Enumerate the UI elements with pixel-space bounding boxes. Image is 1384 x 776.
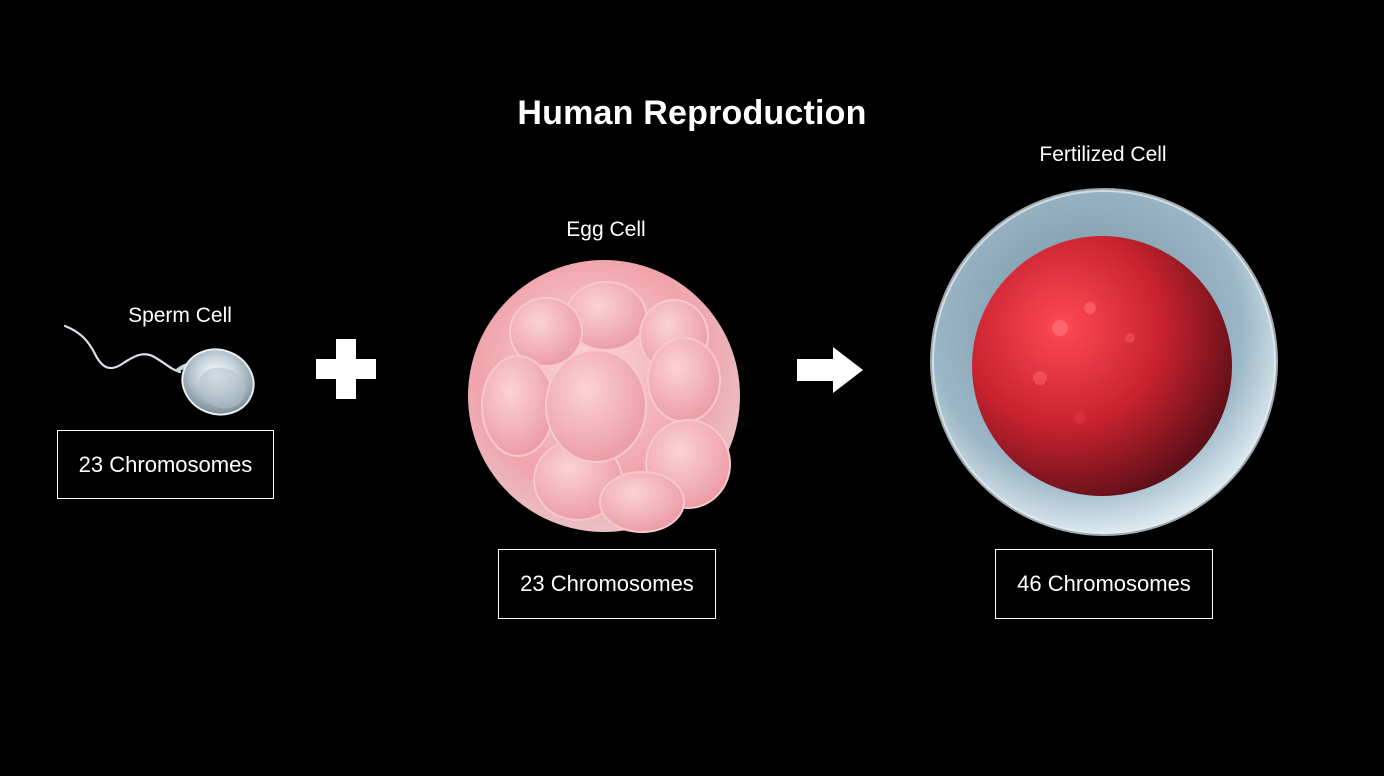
egg-cell-illustration (468, 260, 740, 533)
sperm-cell-label: Sperm Cell (128, 304, 232, 327)
egg-cell-label: Egg Cell (566, 218, 646, 241)
fertilized-cell-illustration (930, 188, 1278, 536)
fertilized-chromosome-box: 46 Chromosomes (995, 549, 1213, 619)
fertilized-cell-label: Fertilized Cell (1039, 143, 1167, 166)
arrow-right-icon (797, 347, 863, 393)
plus-icon (316, 339, 376, 399)
diagram-title: Human Reproduction (517, 94, 867, 132)
sperm-cell-illustration (63, 324, 255, 416)
sperm-chromosome-box: 23 Chromosomes (57, 430, 274, 499)
egg-chromosome-box: 23 Chromosomes (498, 549, 716, 619)
